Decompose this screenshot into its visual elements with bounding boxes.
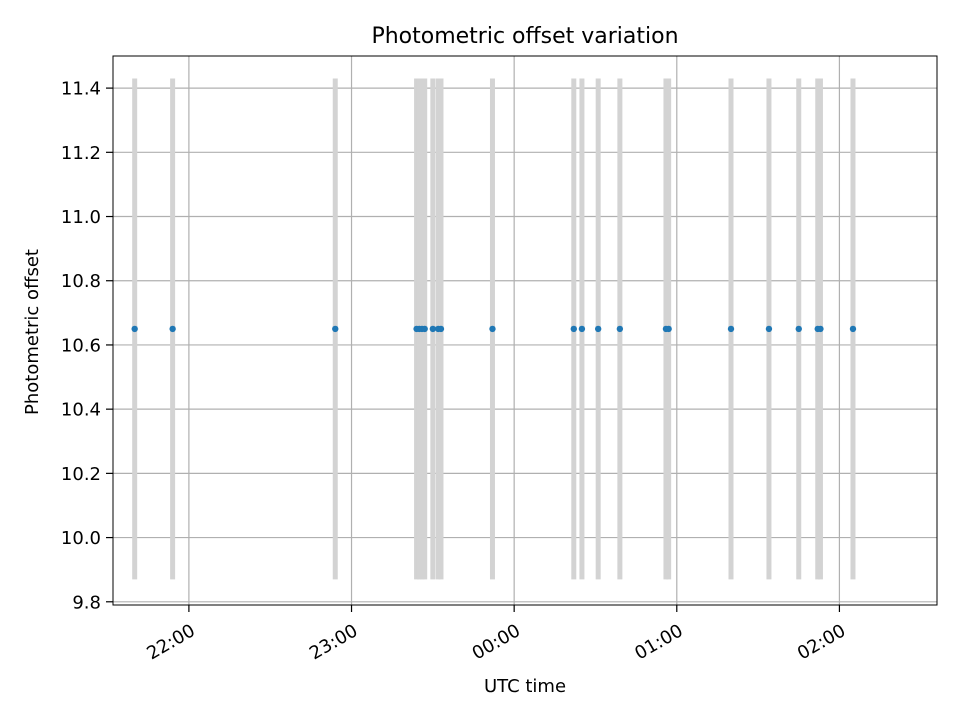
data-point bbox=[332, 325, 339, 333]
data-point bbox=[437, 325, 445, 333]
data-point bbox=[765, 325, 773, 333]
data-points bbox=[131, 325, 857, 333]
data-point bbox=[817, 325, 824, 333]
data-point bbox=[849, 325, 857, 333]
y-tick-label: 10.2 bbox=[61, 464, 101, 485]
grid bbox=[113, 56, 937, 605]
data-point bbox=[594, 325, 602, 333]
y-tick-label: 10.6 bbox=[61, 335, 101, 356]
data-point bbox=[421, 325, 428, 333]
data-point bbox=[578, 325, 586, 333]
x-axis-label: UTC time bbox=[484, 676, 566, 697]
chart-title: Photometric offset variation bbox=[371, 24, 678, 49]
data-point bbox=[795, 325, 802, 333]
y-tick-label: 11.2 bbox=[61, 143, 101, 164]
data-point bbox=[616, 325, 624, 333]
data-point bbox=[131, 325, 138, 333]
y-tick-label: 9.8 bbox=[72, 592, 101, 613]
plot-frame bbox=[112, 55, 938, 606]
y-tick-label: 11.4 bbox=[61, 79, 101, 100]
y-tick-label: 10.0 bbox=[61, 528, 101, 549]
y-tick-label: 10.4 bbox=[61, 400, 101, 421]
data-point bbox=[489, 325, 496, 333]
y-tick-label: 10.8 bbox=[61, 271, 101, 292]
data-point bbox=[570, 325, 577, 333]
y-axis-label: Photometric offset bbox=[22, 249, 43, 415]
data-point bbox=[665, 325, 672, 333]
y-axis-ticks: 9.8 10.0 10.2 10.4 10.6 10.8 11.0 11.2 11.4 bbox=[61, 79, 113, 613]
y-tick-label: 11.0 bbox=[61, 207, 101, 228]
data-point bbox=[169, 325, 176, 333]
data-point bbox=[727, 325, 735, 333]
data-point bbox=[429, 325, 437, 333]
